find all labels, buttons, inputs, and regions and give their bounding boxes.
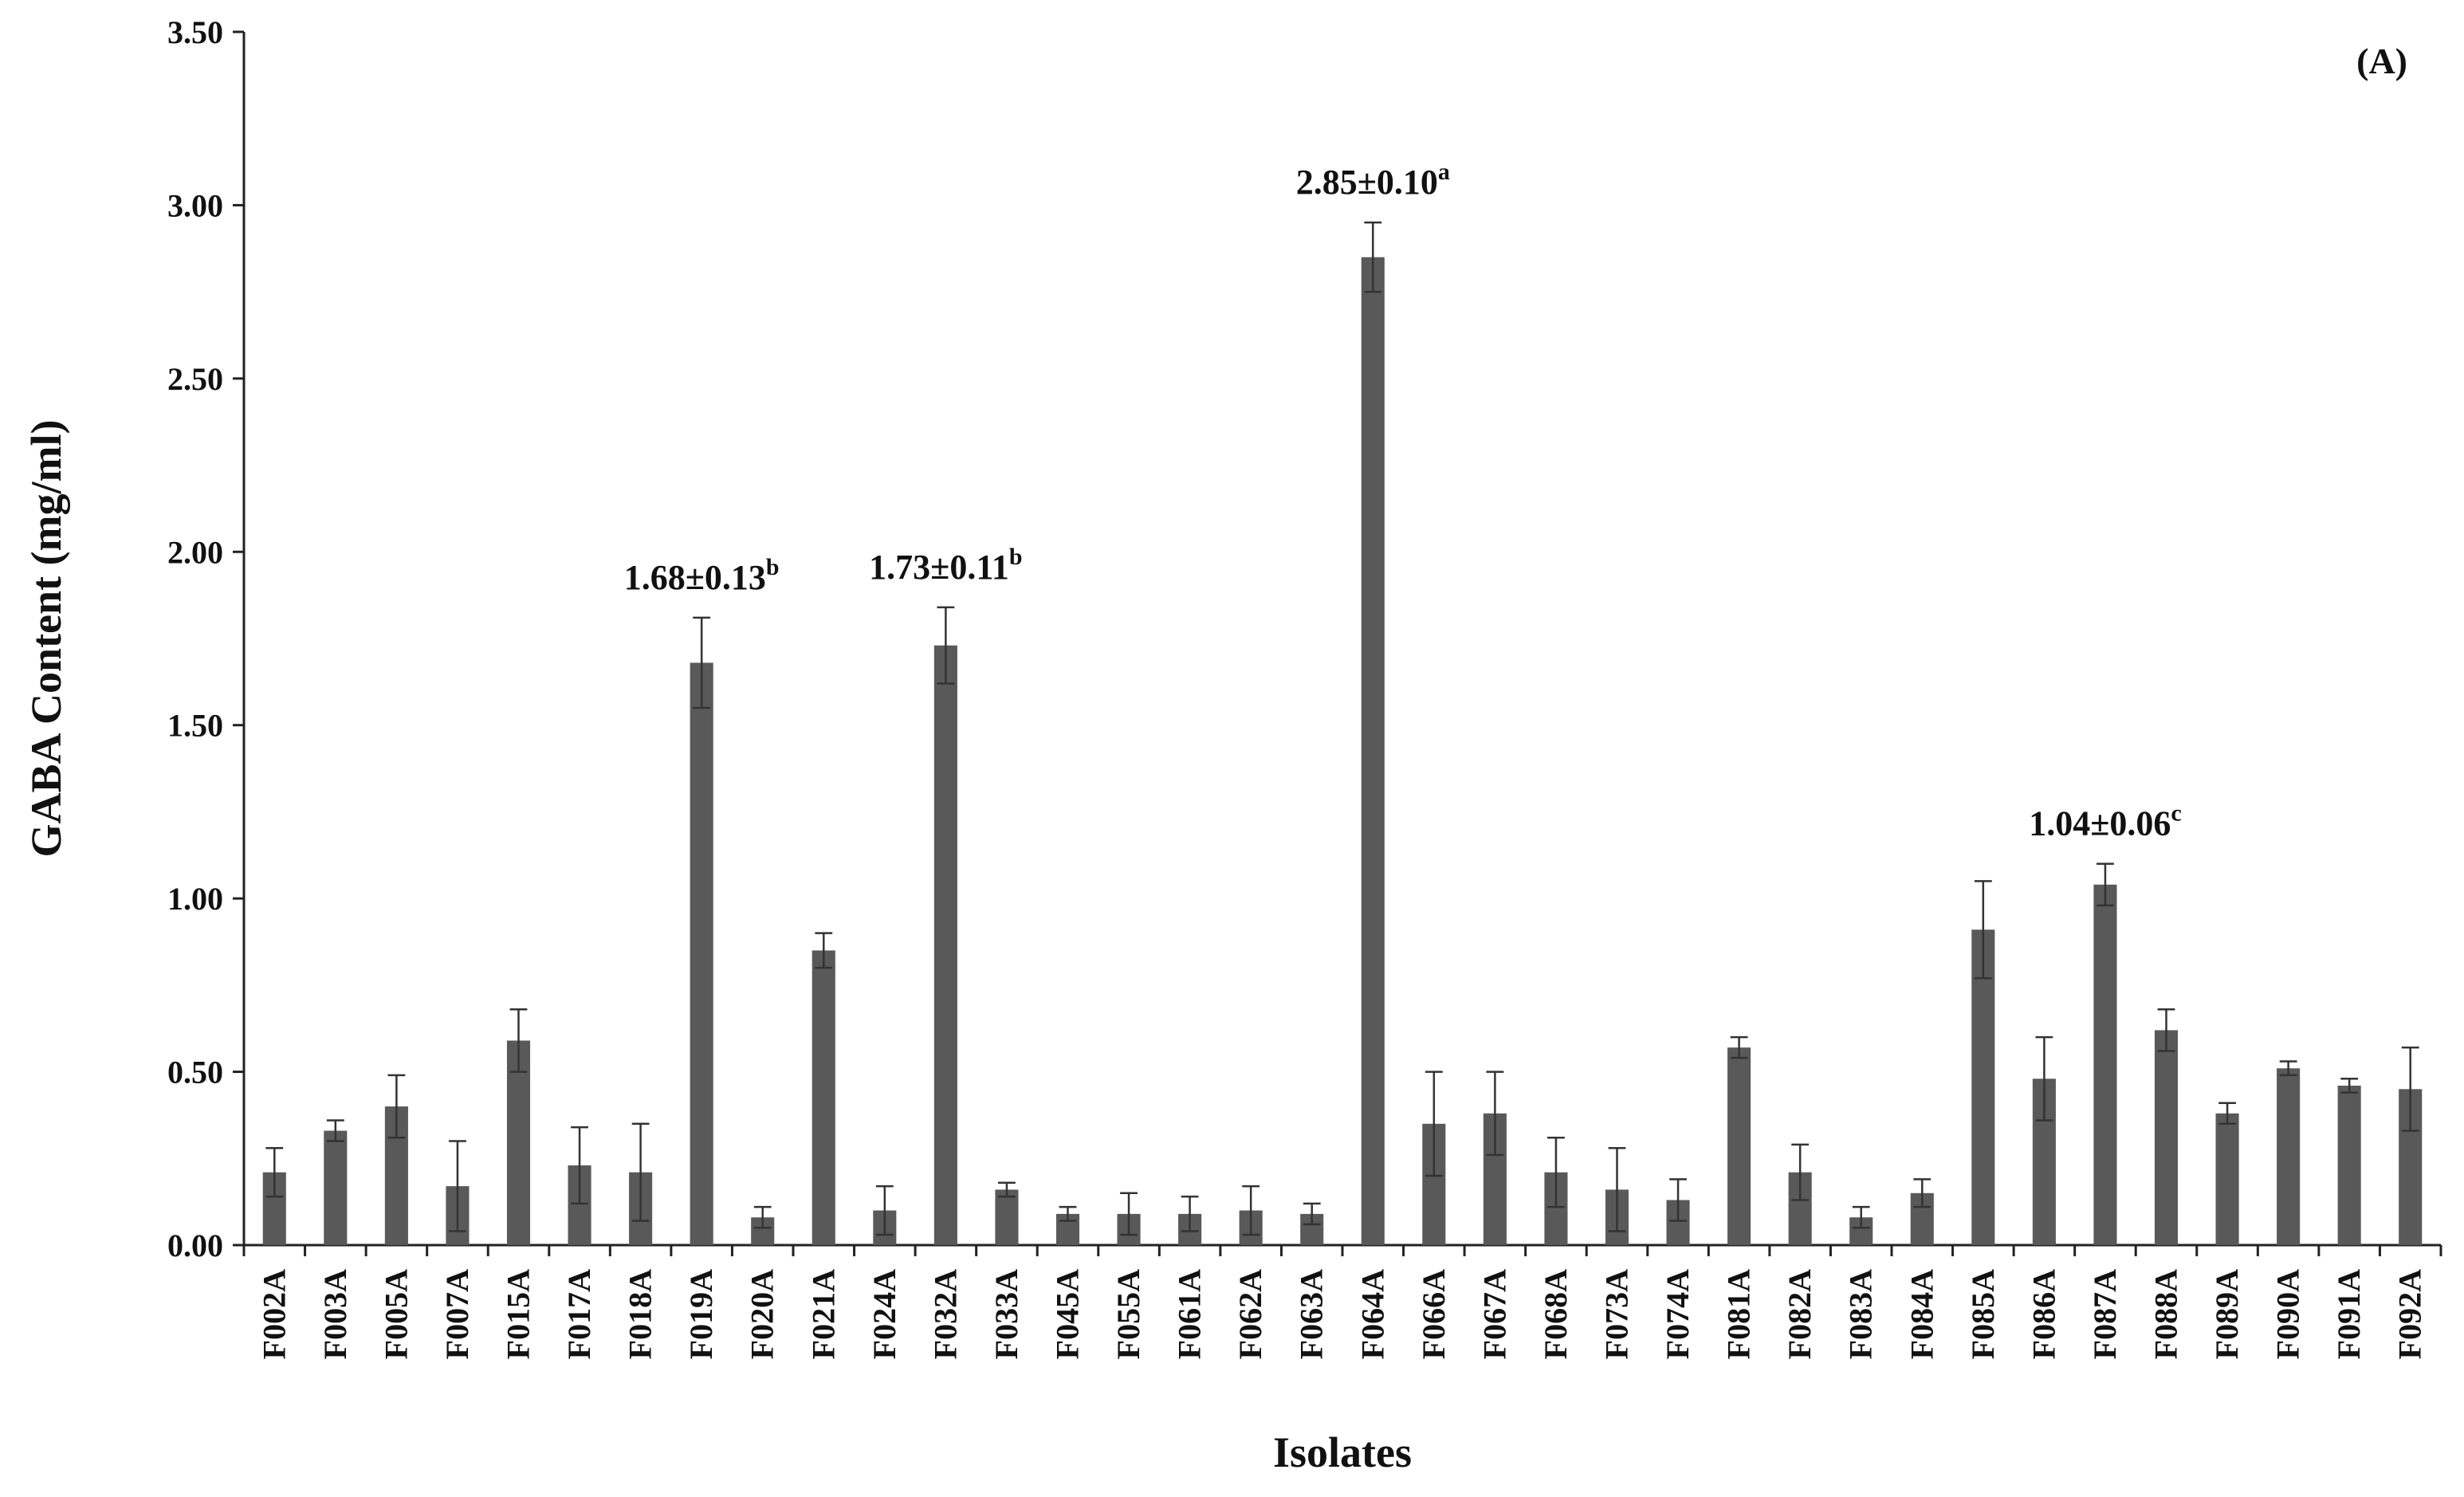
x-tick-label: F062A xyxy=(1232,1269,1268,1359)
value-annotation: 1.68±0.13b xyxy=(624,554,780,597)
x-tick-label: F068A xyxy=(1538,1269,1574,1359)
y-tick-label: 3.00 xyxy=(167,187,223,223)
bar xyxy=(934,646,957,1245)
labels-layer: 0.00 0.50 1.00 1.50 2.00 2.50 3.00 3.50 F002A F00… xyxy=(167,14,2428,1359)
x-tick-label: F017A xyxy=(561,1269,597,1359)
x-axis-title: Isolates xyxy=(1273,1428,1412,1476)
y-tick-label: 3.50 xyxy=(167,14,223,50)
x-tick-label: F061A xyxy=(1172,1269,1208,1359)
x-tick-label: F003A xyxy=(317,1269,353,1359)
bar xyxy=(2277,1068,2300,1245)
x-tick-label: F066A xyxy=(1416,1269,1452,1359)
y-tick-label: 0.50 xyxy=(167,1055,223,1090)
x-tick-label: F082A xyxy=(1782,1269,1818,1359)
x-tick-label: F032A xyxy=(927,1269,963,1359)
bar xyxy=(324,1130,347,1245)
bar xyxy=(995,1189,1018,1245)
y-tick-label: 1.00 xyxy=(167,881,223,917)
bar xyxy=(2093,885,2116,1245)
x-tick-label: F055A xyxy=(1110,1269,1146,1359)
x-tick-label: F067A xyxy=(1476,1269,1512,1359)
x-tick-label: F020A xyxy=(745,1269,780,1359)
annotation-superscript: b xyxy=(766,554,780,580)
annotation-superscript: c xyxy=(2171,800,2181,827)
bars-layer xyxy=(263,257,2423,1245)
x-tick-label: F087A xyxy=(2087,1269,2123,1359)
x-tick-label: F088A xyxy=(2148,1269,2184,1359)
x-tick-label: F021A xyxy=(805,1269,841,1359)
y-tick-label: 0.00 xyxy=(167,1228,223,1263)
x-tick-label: F007A xyxy=(439,1269,475,1359)
x-tick-label: F005A xyxy=(378,1269,414,1359)
value-annotation: 1.73±0.11b xyxy=(869,544,1022,587)
x-tick-label: F083A xyxy=(1843,1269,1879,1359)
x-tick-label: F090A xyxy=(2270,1269,2306,1359)
annotation-superscript: b xyxy=(1009,544,1023,570)
value-annotation: 2.85±0.10a xyxy=(1296,159,1450,202)
bar xyxy=(2216,1114,2239,1245)
x-tick-label: F089A xyxy=(2209,1269,2245,1359)
bar xyxy=(812,950,835,1245)
bar xyxy=(1727,1047,1751,1245)
x-tick-label: F073A xyxy=(1599,1269,1635,1359)
annotation-superscript: a xyxy=(1438,159,1450,185)
y-axis-title: GABA Content (mg/ml) xyxy=(22,420,70,858)
x-tick-label: F015A xyxy=(501,1269,536,1359)
bar xyxy=(2155,1030,2178,1245)
x-tick-label: F074A xyxy=(1660,1269,1696,1359)
bar xyxy=(1362,257,1385,1245)
annotation-value: 1.73±0.11 xyxy=(869,548,1009,587)
y-tick-label: 2.50 xyxy=(167,361,223,397)
x-tick-label: F019A xyxy=(683,1269,719,1359)
x-tick-label: F086A xyxy=(2026,1269,2061,1359)
value-annotation: 1.04±0.06c xyxy=(2029,800,2181,843)
x-tick-label: F064A xyxy=(1354,1269,1390,1359)
x-tick-label: F085A xyxy=(1965,1269,2001,1359)
panel-label: (A) xyxy=(2356,41,2407,81)
x-tick-label: F018A xyxy=(623,1269,658,1359)
annotation-value: 1.68±0.13 xyxy=(624,558,766,597)
x-tick-label: F002A xyxy=(256,1269,292,1359)
x-tick-label: F084A xyxy=(1904,1269,1939,1359)
x-tick-label: F045A xyxy=(1050,1269,1086,1359)
annotation-value: 1.04±0.06 xyxy=(2029,804,2171,843)
x-tick-label: F033A xyxy=(988,1269,1024,1359)
y-tick-label: 1.50 xyxy=(167,708,223,744)
x-tick-label: F091A xyxy=(2331,1269,2367,1359)
x-tick-label: F063A xyxy=(1294,1269,1330,1359)
annotation-value: 2.85±0.10 xyxy=(1296,163,1438,202)
bar xyxy=(690,662,713,1245)
x-tick-label: F081A xyxy=(1721,1269,1757,1359)
bar xyxy=(2338,1086,2361,1245)
y-tick-label: 2.00 xyxy=(167,534,223,570)
x-tick-label: F092A xyxy=(2392,1269,2428,1359)
x-tick-label: F024A xyxy=(867,1269,902,1359)
